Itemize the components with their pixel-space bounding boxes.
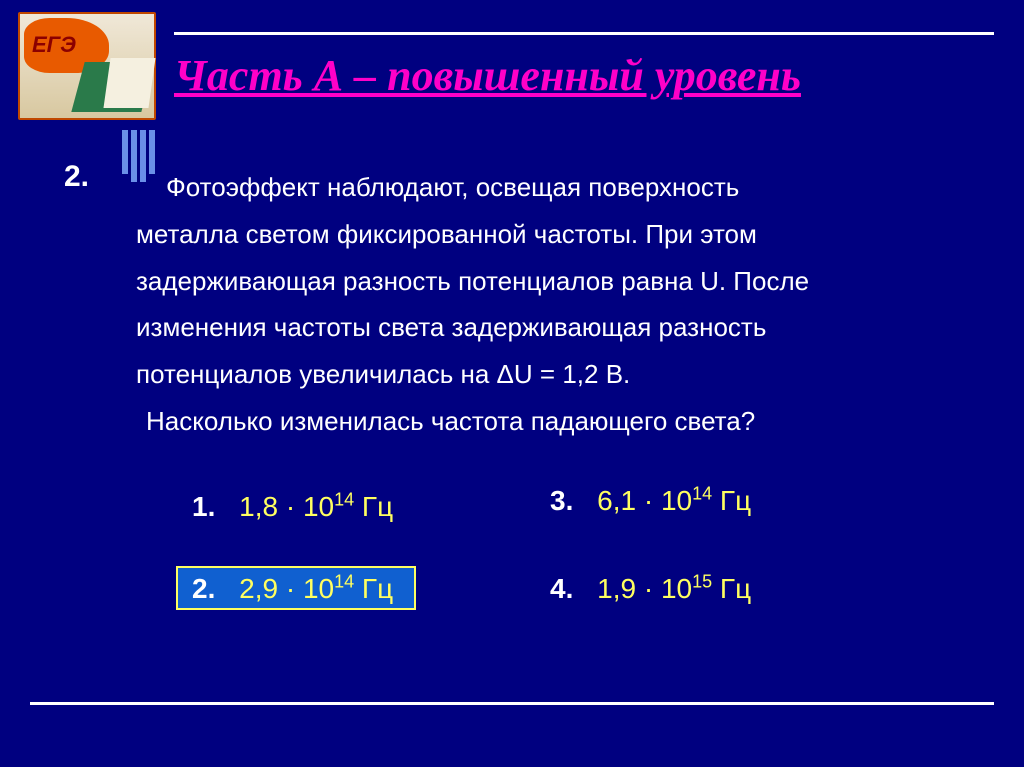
question-line: задерживающая разность потенциалов равна… <box>136 266 809 296</box>
answer-option-3: 3. 6,1 · 1014 Гц <box>550 484 751 517</box>
divider-bottom <box>30 702 994 705</box>
answer-option-1: 1. 1,8 · 1014 Гц <box>192 490 393 523</box>
slide-title: Часть А – повышенный уровень <box>174 50 801 101</box>
answer-option-2: 2. 2,9 · 1014 Гц <box>192 572 393 605</box>
question-text: Фотоэффект наблюдают, освещая поверхност… <box>136 164 906 445</box>
answer-value: 1,9 · 1015 Гц <box>597 573 751 604</box>
question-number: 2. <box>64 160 89 194</box>
answer-option-4: 4. 1,9 · 1015 Гц <box>550 572 751 605</box>
question-line: изменения частоты света задерживающая ра… <box>136 312 766 342</box>
logo-page-shape <box>103 58 155 108</box>
question-line: Фотоэффект наблюдают, освещая поверхност… <box>166 172 739 202</box>
answer-value: 2,9 · 1014 Гц <box>239 573 393 604</box>
answer-number: 2. <box>192 573 215 604</box>
answer-value: 6,1 · 1014 Гц <box>597 485 751 516</box>
question-line: Насколько изменилась частота падающего с… <box>146 406 755 436</box>
answer-number: 4. <box>550 573 573 604</box>
logo-box: ЕГЭ <box>18 12 156 120</box>
logo-graphic: ЕГЭ <box>20 14 154 118</box>
divider-top <box>174 32 994 35</box>
answer-number: 1. <box>192 491 215 522</box>
answer-number: 3. <box>550 485 573 516</box>
question-line: металла светом фиксированной частоты. Пр… <box>136 219 757 249</box>
logo-text: ЕГЭ <box>32 32 76 58</box>
question-line: потенциалов увеличилась на ΔU = 1,2 В. <box>136 359 630 389</box>
answer-value: 1,8 · 1014 Гц <box>239 491 393 522</box>
